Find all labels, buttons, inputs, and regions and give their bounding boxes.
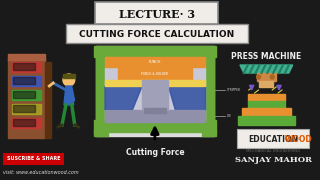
Circle shape (257, 75, 260, 79)
Text: EDUCATION: EDUCATION (249, 134, 299, 143)
Bar (105, 67, 205, 120)
Bar (94, 130, 108, 136)
Polygon shape (168, 86, 205, 110)
Polygon shape (105, 86, 142, 110)
Bar (12, 90, 42, 100)
Bar (248, 94, 285, 101)
FancyBboxPatch shape (3, 152, 64, 165)
Bar (12, 76, 42, 86)
Text: LECTURE· 3: LECTURE· 3 (119, 8, 195, 19)
Text: Cutting Force: Cutting Force (125, 148, 184, 157)
Bar (8, 58, 45, 138)
Text: visit: www.educationwood.com: visit: www.educationwood.com (3, 170, 79, 174)
Bar (202, 130, 215, 136)
Bar (248, 101, 285, 108)
FancyBboxPatch shape (95, 2, 219, 24)
Bar (105, 57, 205, 67)
Bar (144, 108, 166, 113)
Bar (8, 54, 45, 60)
Text: STRIPPER: STRIPPER (226, 88, 240, 92)
Bar (96, 46, 213, 136)
Text: MECHANICAL ENGINEERING: MECHANICAL ENGINEERING (246, 149, 300, 153)
Text: CUTTING FORCE CALCULATION: CUTTING FORCE CALCULATION (79, 30, 235, 39)
Bar (238, 116, 295, 125)
FancyBboxPatch shape (237, 129, 309, 148)
Bar (12, 104, 42, 114)
Bar (12, 62, 42, 72)
Bar (13, 105, 35, 112)
Polygon shape (64, 86, 74, 105)
Bar (13, 63, 35, 70)
Bar (12, 118, 42, 128)
Circle shape (63, 74, 75, 86)
Bar (96, 50, 105, 132)
Bar (13, 77, 35, 84)
Text: DIE: DIE (226, 114, 231, 118)
Bar (257, 73, 276, 81)
Polygon shape (240, 65, 293, 73)
Bar (13, 91, 35, 98)
Bar (13, 119, 35, 126)
Bar (94, 120, 215, 132)
Circle shape (270, 75, 274, 79)
Bar (63, 74, 75, 78)
Text: PUNCH: PUNCH (149, 60, 161, 64)
Text: PUNCH & HOLDER: PUNCH & HOLDER (141, 72, 168, 76)
Bar (205, 50, 213, 132)
Bar (260, 81, 273, 87)
Polygon shape (105, 80, 205, 86)
Bar (105, 110, 205, 122)
FancyBboxPatch shape (66, 24, 248, 43)
Bar (118, 68, 192, 80)
Text: PRESS MACHINE: PRESS MACHINE (231, 51, 301, 60)
Text: SUSCRIBE & SHARE: SUSCRIBE & SHARE (7, 156, 60, 161)
Bar (242, 108, 291, 116)
Bar (142, 80, 168, 110)
Text: WOOD: WOOD (285, 134, 313, 143)
Bar (94, 46, 215, 57)
Text: SANJAY MAHOR: SANJAY MAHOR (235, 156, 312, 164)
Bar (45, 62, 51, 138)
